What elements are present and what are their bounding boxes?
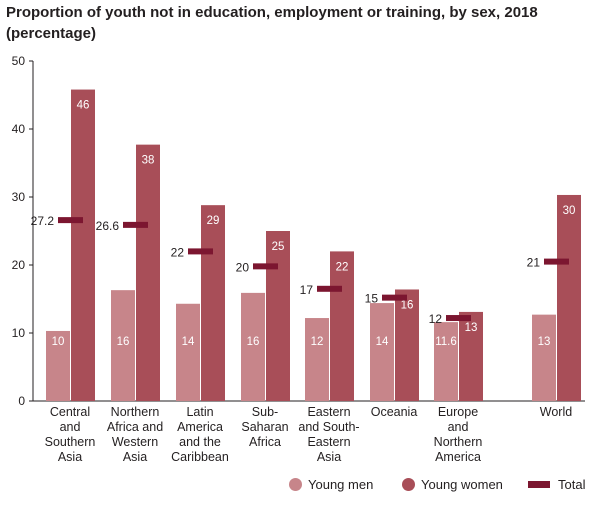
data-label-young-women: 13 <box>465 322 478 334</box>
bar-young-men <box>305 318 329 401</box>
total-marker <box>253 263 278 270</box>
category-label: Eastern <box>307 405 350 419</box>
bar-young-women <box>557 194 581 401</box>
data-label-total: 21 <box>527 256 541 270</box>
bar-young-women <box>459 311 483 401</box>
data-label-total: 20 <box>236 260 250 274</box>
category-label: Asia <box>58 450 82 464</box>
category-label: and <box>60 420 81 434</box>
total-marker <box>544 258 569 265</box>
category-label: Africa and <box>107 420 163 434</box>
bar-young-women <box>71 89 95 401</box>
category-label: Southern <box>45 435 96 449</box>
legend-swatch-young-women <box>402 478 415 491</box>
data-label-total: 12 <box>429 312 443 326</box>
data-label-young-women: 46 <box>77 100 90 112</box>
data-label-young-women: 22 <box>336 261 349 273</box>
bar-young-women <box>395 289 419 401</box>
total-marker <box>317 285 342 292</box>
category-label: Europe <box>438 405 478 419</box>
legend-item-total: Total <box>528 477 585 492</box>
total-marker <box>123 221 148 228</box>
category-label: America <box>435 450 481 464</box>
data-label-young-men: 16 <box>247 336 260 348</box>
data-label-young-women: 29 <box>207 215 220 227</box>
category-label: Latin <box>186 405 213 419</box>
category-label: World <box>540 405 572 419</box>
bar-young-women <box>136 144 160 401</box>
data-label-total: 26.6 <box>96 219 120 233</box>
category-label: Asia <box>317 450 341 464</box>
bar-young-women <box>330 251 354 401</box>
data-label-young-women: 16 <box>401 299 414 311</box>
bar-young-men <box>176 303 200 401</box>
data-label-young-women: 30 <box>563 205 576 217</box>
total-marker <box>446 315 471 322</box>
data-label-young-men: 11.6 <box>435 336 457 348</box>
category-label: Sub- <box>252 405 278 419</box>
chart-title: Proportion of youth not in education, em… <box>6 4 538 42</box>
category-label: and <box>448 420 469 434</box>
category-label: and the <box>179 435 221 449</box>
bar-young-men <box>46 330 70 401</box>
legend-item-young-women: Young women <box>402 477 503 492</box>
y-tick-label: 20 <box>12 258 26 272</box>
category-label: and South- <box>298 420 359 434</box>
data-label-young-women: 25 <box>272 241 285 253</box>
category-label: Western <box>112 435 158 449</box>
y-tick-label: 40 <box>12 122 26 136</box>
bar-young-men <box>111 290 135 401</box>
y-tick-label: 30 <box>12 190 26 204</box>
legend-label-young-men: Young men <box>308 477 374 492</box>
category-label: Oceania <box>371 405 418 419</box>
data-label-young-men: 14 <box>376 336 389 348</box>
legend-swatch-young-men <box>289 478 302 491</box>
bar-young-men <box>370 303 394 401</box>
category-label: Eastern <box>307 435 350 449</box>
bar-young-women <box>201 205 225 401</box>
data-label-total: 22 <box>171 245 185 259</box>
legend-label-young-women: Young women <box>421 477 503 492</box>
data-label-total: 15 <box>365 292 379 306</box>
data-label-total: 17 <box>300 283 314 297</box>
bar-young-women <box>266 231 290 401</box>
total-marker <box>188 248 213 255</box>
category-label: Central <box>50 405 90 419</box>
category-label: Northern <box>434 435 483 449</box>
legend-label-total: Total <box>558 477 586 492</box>
total-marker <box>58 217 83 224</box>
category-label: Asia <box>123 450 147 464</box>
category-label: Saharan <box>241 420 288 434</box>
data-label-young-men: 13 <box>538 336 551 348</box>
y-tick-label: 50 <box>12 54 26 68</box>
category-label: America <box>177 420 223 434</box>
data-label-young-men: 10 <box>52 336 65 348</box>
legend-item-young-men: Young men <box>289 477 373 492</box>
bar-young-men <box>434 322 458 401</box>
bar-young-men <box>532 314 556 401</box>
total-marker <box>382 294 407 301</box>
y-tick-label: 10 <box>12 326 26 340</box>
data-label-total: 27.2 <box>31 214 55 228</box>
data-label-young-men: 14 <box>182 336 195 348</box>
legend-swatch-total <box>528 481 550 488</box>
bar-young-men <box>241 292 265 401</box>
category-label: Caribbean <box>171 450 229 464</box>
y-tick-label: 0 <box>18 394 25 408</box>
category-label: Africa <box>249 435 281 449</box>
data-label-young-men: 12 <box>311 336 324 348</box>
data-label-young-men: 16 <box>117 336 130 348</box>
data-label-young-women: 38 <box>142 155 155 167</box>
category-label: Northern <box>111 405 160 419</box>
